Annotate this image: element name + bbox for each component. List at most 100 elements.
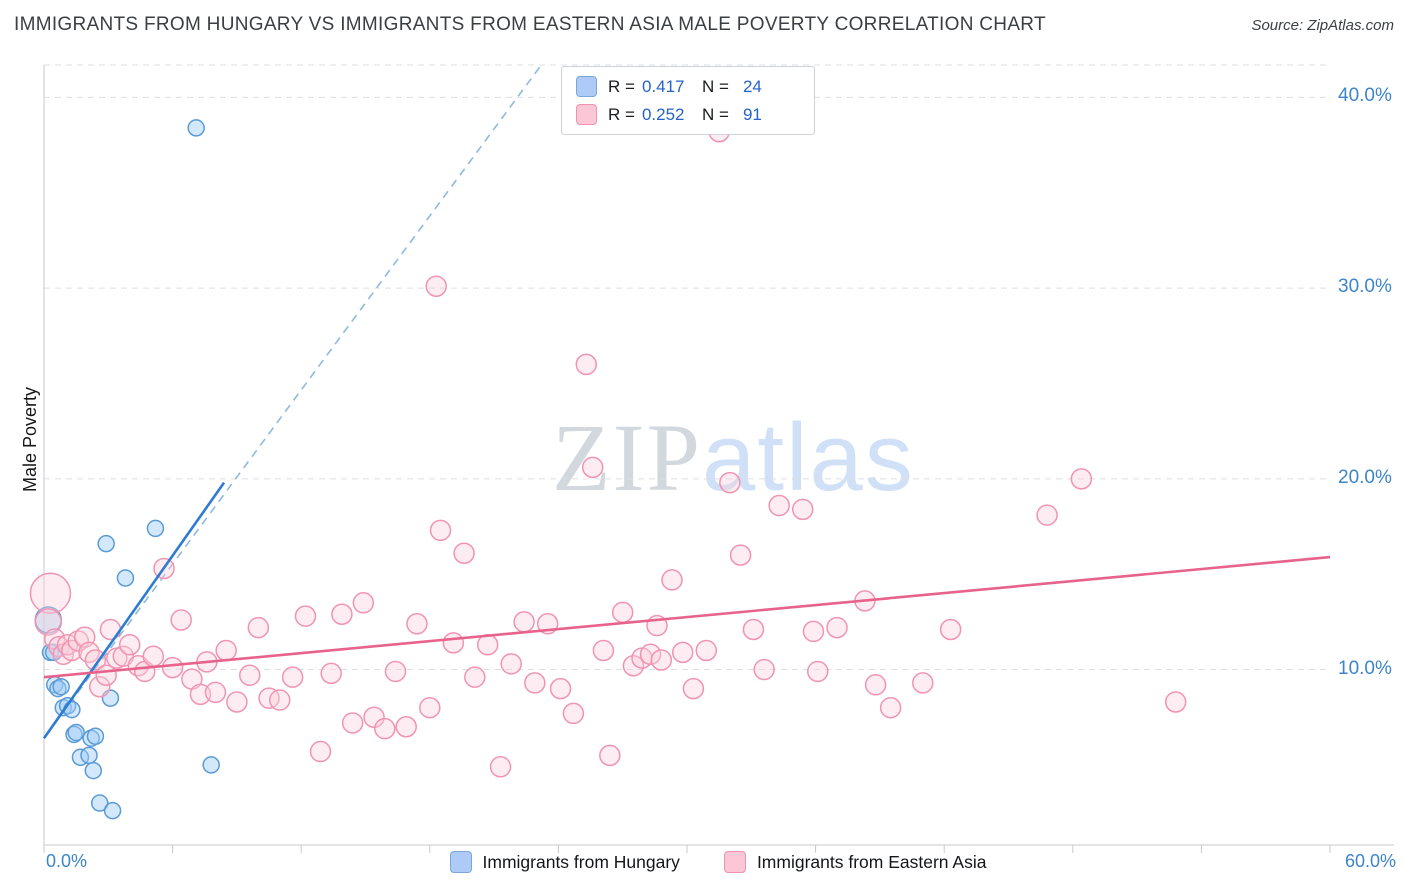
point-eastern-asia: [695, 639, 718, 662]
point-eastern-asia: [500, 653, 522, 675]
point-eastern-asia: [118, 634, 141, 656]
point-eastern-asia: [826, 616, 848, 639]
point-eastern-asia: [352, 592, 375, 614]
point-eastern-asia: [476, 634, 499, 656]
point-eastern-asia: [939, 618, 962, 641]
point-hungary: [187, 119, 205, 137]
point-eastern-asia: [864, 674, 887, 696]
point-eastern-asia: [639, 643, 662, 666]
point-eastern-asia: [650, 649, 673, 671]
point-eastern-asia: [1164, 691, 1187, 713]
point-eastern-asia: [84, 649, 107, 671]
n-label: N =: [701, 104, 729, 124]
point-eastern-asia: [729, 544, 752, 566]
r-label: R =: [608, 76, 635, 96]
point-eastern-asia: [768, 494, 790, 517]
hungary-swatch-icon: [576, 76, 597, 97]
point-hungary: [86, 727, 105, 746]
point-eastern-asia: [95, 664, 117, 687]
point-eastern-asia: [331, 603, 353, 625]
y-tick-label: 40.0%: [1338, 85, 1392, 107]
point-eastern-asia: [112, 645, 135, 667]
point-eastern-asia: [1036, 504, 1058, 526]
point-eastern-asia: [29, 572, 72, 615]
point-eastern-asia: [88, 675, 111, 698]
point-eastern-asia: [592, 639, 615, 662]
point-eastern-asia: [802, 620, 825, 643]
legend-label-eastern-asia: Immigrants from Eastern Asia: [756, 851, 987, 872]
point-eastern-asia: [453, 542, 475, 564]
point-eastern-asia: [524, 672, 546, 694]
point-eastern-asia: [599, 744, 621, 767]
point-eastern-asia: [127, 654, 150, 677]
point-eastern-asia: [791, 498, 814, 521]
n-value-eastern-asia: 91: [742, 104, 762, 124]
point-eastern-asia: [269, 689, 291, 711]
point-eastern-asia: [239, 664, 261, 687]
point-eastern-asia: [611, 601, 634, 624]
hungary-legend-swatch-icon: [449, 851, 472, 873]
point-eastern-asia: [1070, 468, 1093, 490]
legend-item-eastern-asia: Immigrants from Eastern Asia: [723, 851, 987, 873]
point-eastern-asia: [374, 717, 396, 740]
correlation-legend: R = 0.417 N = 24 R = 0.252 N = 91: [561, 66, 815, 135]
point-eastern-asia: [425, 275, 447, 297]
page-title: IMMIGRANTS FROM HUNGARY VS IMMIGRANTS FR…: [14, 14, 1046, 35]
trend-line: [43, 555, 1331, 679]
point-eastern-asia: [281, 666, 304, 688]
point-eastern-asia: [562, 702, 585, 725]
point-eastern-asia: [320, 662, 342, 685]
point-eastern-asia: [384, 660, 407, 683]
r-label: R =: [608, 104, 635, 124]
point-hungary: [84, 761, 103, 780]
point-eastern-asia: [161, 656, 184, 679]
point-eastern-asia: [489, 756, 512, 778]
series-legend: Immigrants from Hungary Immigrants from …: [0, 851, 1406, 873]
point-hungary: [202, 756, 220, 774]
y-tick-label: 10.0%: [1338, 657, 1392, 679]
point-eastern-asia: [806, 660, 829, 683]
r-value-eastern-asia: 0.252: [641, 104, 685, 124]
point-eastern-asia: [363, 706, 385, 728]
point-hungary: [146, 519, 165, 538]
legend-row-eastern-asia: R = 0.252 N = 91: [576, 104, 800, 125]
point-hungary: [103, 801, 122, 820]
point-eastern-asia: [294, 605, 317, 627]
point-hungary: [90, 794, 109, 812]
point-eastern-asia: [419, 696, 441, 719]
trend-line: [42, 481, 226, 739]
y-tick-label: 20.0%: [1338, 466, 1392, 488]
eastern-asia-legend-swatch-icon: [723, 851, 746, 873]
legend-label-hungary: Immigrants from Hungary: [482, 851, 680, 872]
source-label: Source: ZipAtlas.com: [1251, 17, 1394, 34]
x-axis-min-label: 0.0%: [46, 851, 88, 871]
point-eastern-asia: [226, 691, 248, 713]
point-eastern-asia: [742, 618, 765, 641]
point-eastern-asia: [682, 677, 705, 700]
point-eastern-asia: [258, 687, 280, 709]
point-eastern-asia: [142, 645, 165, 667]
point-eastern-asia: [204, 681, 227, 704]
point-eastern-asia: [442, 632, 465, 654]
point-hungary: [97, 534, 115, 553]
point-eastern-asia: [513, 611, 535, 633]
point-eastern-asia: [661, 569, 683, 591]
point-eastern-asia: [719, 471, 741, 494]
point-eastern-asia: [753, 658, 775, 681]
point-eastern-asia: [99, 618, 122, 641]
n-label: N =: [701, 76, 729, 96]
point-eastern-asia: [247, 616, 270, 639]
point-hungary: [63, 700, 81, 719]
point-eastern-asia: [622, 654, 645, 677]
point-eastern-asia: [549, 677, 572, 700]
point-hungary: [116, 569, 135, 587]
point-eastern-asia: [464, 666, 486, 688]
point-eastern-asia: [67, 630, 90, 652]
r-value-hungary: 0.417: [641, 76, 685, 96]
point-eastern-asia: [395, 716, 417, 738]
legend-item-hungary: Immigrants from Hungary: [449, 851, 680, 873]
point-eastern-asia: [429, 519, 452, 542]
point-hungary: [80, 746, 98, 765]
point-eastern-asia: [581, 456, 604, 479]
point-hungary: [67, 723, 85, 742]
